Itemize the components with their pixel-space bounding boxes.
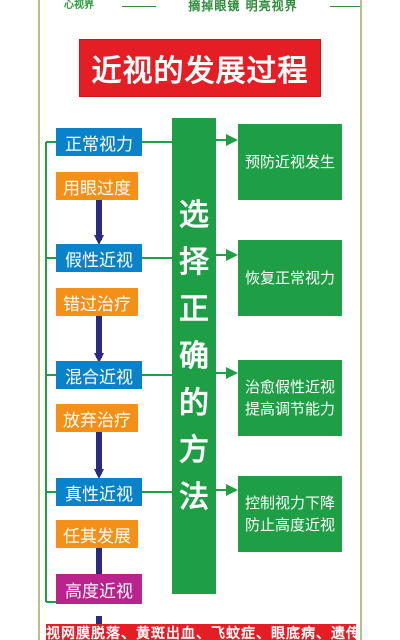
method-char-4: 确 xyxy=(179,338,209,374)
outcome-3-line-1: 治愈假性近视 xyxy=(244,378,335,396)
method-column: 选 择 正 确 的 方 法 xyxy=(172,118,216,594)
cause-abandon-treatment: 放弃治疗 xyxy=(56,404,138,432)
header-slogan: 摘掉眼镜 明亮视界 xyxy=(188,0,298,13)
header-strip: 心视界 摘掉眼镜 明亮视界 xyxy=(0,0,400,16)
slogan-rule-right xyxy=(330,6,360,7)
method-char-7: 法 xyxy=(179,479,209,515)
method-char-3: 正 xyxy=(179,291,209,327)
complications-banner: 视网膜脱落、黄斑出血、飞蚊症、眼底病、遗传 xyxy=(46,624,356,640)
method-char-2: 择 xyxy=(179,244,209,280)
method-text: 选 择 正 确 的 方 法 xyxy=(179,192,209,521)
cause-missed-treatment: 错过治疗 xyxy=(56,288,138,316)
page-title: 近视的发展过程 xyxy=(80,40,320,96)
method-char-6: 方 xyxy=(179,432,209,468)
method-char-1: 选 xyxy=(179,197,209,233)
stage-true-myopia: 真性近视 xyxy=(56,478,142,506)
cause-overuse: 用眼过度 xyxy=(56,172,138,200)
stage-normal-vision: 正常视力 xyxy=(56,128,142,156)
brand-logo: 心视界 xyxy=(64,0,94,11)
outcome-prevent: 预防近视发生 xyxy=(238,124,342,200)
outcome-2-line-1: 恢复正常视力 xyxy=(244,269,335,287)
stage-mixed-myopia: 混合近视 xyxy=(56,361,142,389)
outcome-4-line-2: 防止高度近视 xyxy=(244,516,335,534)
cause-let-develop: 任其发展 xyxy=(56,520,138,548)
method-char-5: 的 xyxy=(179,385,209,421)
frame-border-right xyxy=(360,0,362,640)
outcome-3-line-2: 提高调节能力 xyxy=(244,400,335,418)
outcome-cure: 治愈假性近视 提高调节能力 xyxy=(238,360,342,436)
outcome-1-line-1: 预防近视发生 xyxy=(244,153,335,171)
stage-high-myopia: 高度近视 xyxy=(56,574,142,604)
frame-border-left xyxy=(38,0,40,640)
stage-pseudo-myopia: 假性近视 xyxy=(56,244,142,272)
outcome-control: 控制视力下降 防止高度近视 xyxy=(238,476,342,552)
outcome-restore: 恢复正常视力 xyxy=(238,240,342,316)
outcome-4-line-1: 控制视力下降 xyxy=(244,494,335,512)
slogan-rule-left xyxy=(122,6,156,7)
